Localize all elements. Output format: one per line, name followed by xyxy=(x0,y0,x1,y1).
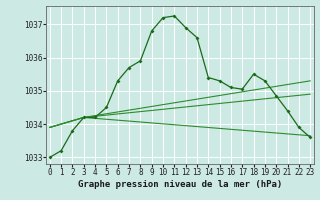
X-axis label: Graphe pression niveau de la mer (hPa): Graphe pression niveau de la mer (hPa) xyxy=(78,180,282,189)
